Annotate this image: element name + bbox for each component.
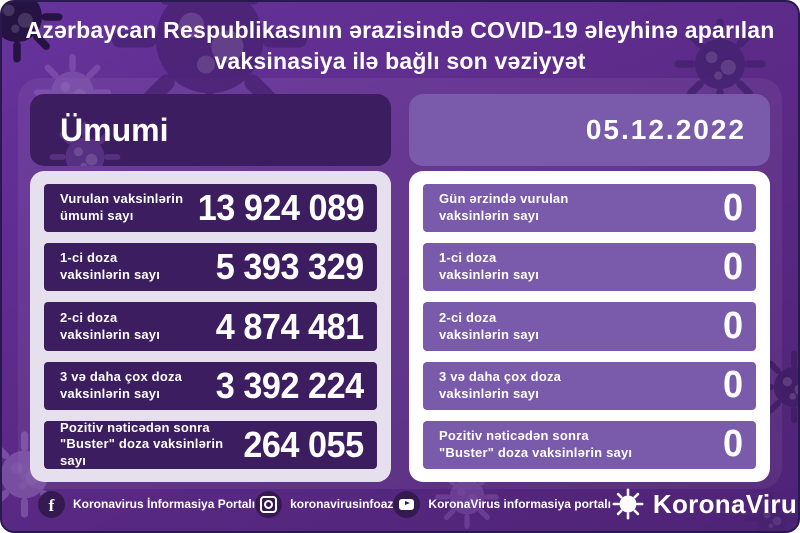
stat-label-line2: "Buster" doza vaksinlərin sayı xyxy=(439,444,633,460)
title-line-2: vaksinasiya ilə bağlı son vəziyyət xyxy=(214,48,586,75)
stat-value: 264 055 xyxy=(243,423,365,465)
facebook-icon: f xyxy=(38,490,65,518)
stat-label: 2-ci doza vaksinlərin sayı xyxy=(439,310,539,344)
instagram-label: koronavirusinfoaz xyxy=(290,497,394,511)
stat-row-dose2-total: 2-ci doza vaksinlərin sayı 4 874 481 xyxy=(44,302,377,351)
stat-label-line2: vaksinlərin sayı xyxy=(439,267,540,283)
card-total: Ümumi Vurulan vaksinlərin ümumi sayı 13 … xyxy=(30,94,391,482)
stat-value: 0 xyxy=(723,245,743,288)
card-total-title: Ümumi xyxy=(60,111,169,148)
youtube-link: KoronaVirus informasiya portalı xyxy=(393,490,611,518)
youtube-label: KoronaVirus informasiya portalı xyxy=(428,497,611,511)
stat-label: Pozitiv nəticədən sonra "Buster" doza va… xyxy=(60,420,237,471)
card-total-body: Vurulan vaksinlərin ümumi sayı 13 924 08… xyxy=(30,171,391,482)
stat-label-line2: vaksinlərin sayı xyxy=(60,267,161,283)
title-line-1: Azərbaycan Respublikasının ərazisində CO… xyxy=(25,17,775,43)
stat-label: Pozitiv nəticədən sonra "Buster" doza va… xyxy=(439,428,632,462)
stat-label-line1: 2-ci doza xyxy=(439,309,497,325)
stat-row-dose2-daily: 2-ci doza vaksinlərin sayı 0 xyxy=(423,302,756,351)
facebook-label: Koronavirus İnformasiya Portalı xyxy=(73,497,256,511)
card-daily-body: Gün ərzində vurulan vaksinlərin sayı 0 1… xyxy=(409,171,770,482)
stat-value: 3 392 224 xyxy=(216,364,364,406)
stat-label-line1: Pozitiv nəticədən sonra xyxy=(439,428,589,444)
stat-label: Vurulan vaksinlərin ümumi sayı xyxy=(60,191,183,225)
stat-label: Gün ərzində vurulan vaksinlərin sayı xyxy=(439,191,568,225)
stat-label-line1: 1-ci doza xyxy=(60,250,118,266)
stats-cards: Ümumi Vurulan vaksinlərin ümumi sayı 13 … xyxy=(30,94,770,482)
stat-value: 5 393 329 xyxy=(216,246,364,288)
instagram-link: koronavirusinfoaz xyxy=(255,490,394,518)
stat-label-line1: 1-ci doza xyxy=(439,250,497,266)
stat-row-dose3plus-daily: 3 və daha çox doza vaksinlərin sayı 0 xyxy=(423,361,756,410)
stat-row-daily-vaccines: Gün ərzində vurulan vaksinlərin sayı 0 xyxy=(423,184,756,233)
page-title: Azərbaycan Respublikasının ərazisində CO… xyxy=(2,15,798,77)
stat-label-line2: ümumi sayı xyxy=(60,208,134,224)
stat-label-line1: 3 və daha çox doza xyxy=(439,368,562,384)
virus-logo-icon xyxy=(612,488,644,520)
stat-value: 0 xyxy=(723,305,743,347)
stat-row-booster-daily: Pozitiv nəticədən sonra "Buster" doza va… xyxy=(423,420,756,470)
card-daily-header: 05.12.2022 xyxy=(409,94,770,166)
stat-row-dose1-total: 1-ci doza vaksinlərin sayı 5 393 329 xyxy=(44,243,377,292)
stat-label: 3 və daha çox doza vaksinlərin sayı xyxy=(60,369,182,403)
stat-label-line2: vaksinlərin sayı xyxy=(60,385,161,401)
stat-label-line2: vaksinlərin sayı xyxy=(439,208,540,224)
stat-value: 13 924 089 xyxy=(197,187,365,229)
stat-label: 2-ci doza vaksinlərin sayı xyxy=(60,310,160,344)
youtube-play-box xyxy=(399,498,415,510)
koronavirus-info-logo: KoronaVirus info xyxy=(611,487,800,521)
instagram-lens xyxy=(264,499,274,509)
stat-label-line1: Gün ərzində vurulan xyxy=(439,191,569,207)
stat-value: 4 874 481 xyxy=(216,305,364,347)
stat-label-line1: Vurulan vaksinlərin xyxy=(60,191,184,207)
stat-row-booster-total: Pozitiv nəticədən sonra "Buster" doza va… xyxy=(44,420,377,471)
stat-value: 0 xyxy=(723,186,743,229)
stat-label-line1: 2-ci doza xyxy=(60,309,118,325)
youtube-play-triangle xyxy=(404,501,410,506)
stat-label-line2: vaksinlərin sayı xyxy=(439,326,540,342)
card-total-header: Ümumi xyxy=(30,94,391,166)
facebook-glyph: f xyxy=(48,496,55,515)
stat-label: 1-ci doza vaksinlərin sayı xyxy=(60,250,160,284)
stat-label: 1-ci doza vaksinlərin sayı xyxy=(439,250,539,284)
footer: f Koronavirus İnformasiya Portalı korona… xyxy=(38,485,798,523)
brand-name: KoronaVirus xyxy=(652,488,800,519)
facebook-link: f Koronavirus İnformasiya Portalı xyxy=(38,490,256,518)
stat-row-total-vaccines: Vurulan vaksinlərin ümumi sayı 13 924 08… xyxy=(44,184,377,233)
stat-value: 0 xyxy=(723,423,743,466)
card-daily: 05.12.2022 Gün ərzində vurulan vaksinlər… xyxy=(409,94,770,482)
stat-label-line2: "Buster" doza vaksinlərin sayı xyxy=(60,436,224,469)
stat-label-line2: vaksinlərin sayı xyxy=(60,326,161,342)
instagram-frame xyxy=(260,495,278,513)
date-label: 05.12.2022 xyxy=(585,114,746,145)
youtube-icon xyxy=(393,490,421,518)
instagram-icon xyxy=(255,490,283,518)
stat-label-line2: vaksinlərin sayı xyxy=(439,385,540,401)
stat-row-dose1-daily: 1-ci doza vaksinlərin sayı 0 xyxy=(423,243,756,292)
stat-label: 3 və daha çox doza vaksinlərin sayı xyxy=(439,369,561,403)
stat-label-line1: Pozitiv nəticədən sonra xyxy=(60,419,210,435)
stat-row-dose3plus-total: 3 və daha çox doza vaksinlərin sayı 3 39… xyxy=(44,361,377,410)
stat-label-line1: 3 və daha çox doza xyxy=(60,368,183,384)
stat-value: 0 xyxy=(723,364,743,407)
